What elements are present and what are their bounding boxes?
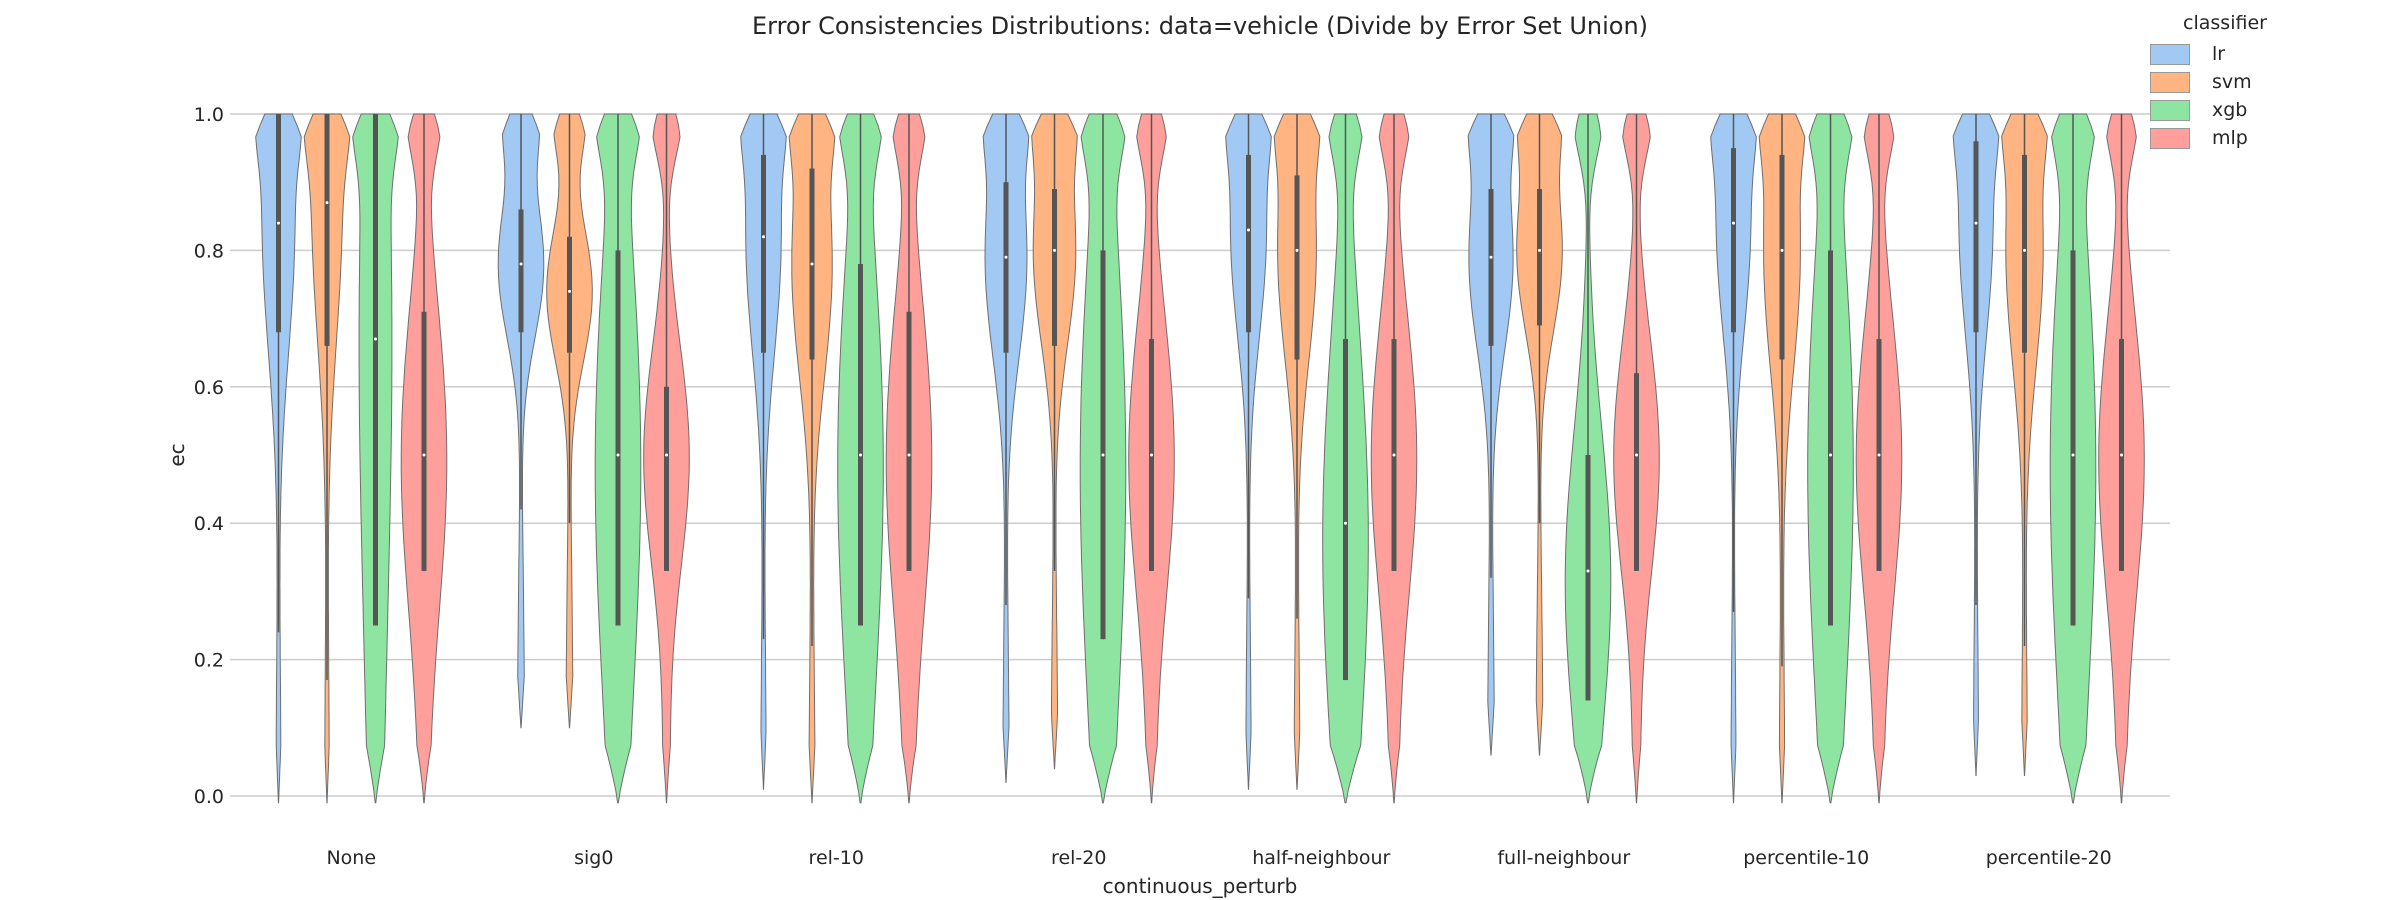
violin-iqr [373,114,378,626]
legend-label: xgb [2212,99,2248,121]
violin-iqr [1294,175,1300,360]
violin-median [1150,453,1153,457]
violin-median [907,453,911,457]
violin-median [616,453,620,457]
x-tick-label: full-neighbour [1497,847,1630,869]
legend-items: lr svm xgb mlp [2150,40,2300,152]
violin-median [665,453,668,457]
x-tick-label: percentile-10 [1743,847,1869,869]
y-tick-label: 0.2 [194,650,224,672]
violin-iqr [1828,250,1833,626]
legend-item-xgb: xgb [2150,96,2300,124]
x-tick-label: half-neighbour [1252,847,1390,869]
violin-median [2071,453,2075,457]
x-tick-label: percentile-20 [1986,847,2112,869]
violin-median [1392,453,1396,457]
x-tick-label: rel-20 [1051,847,1106,869]
violin-median [277,221,280,225]
violin-iqr [1003,182,1009,353]
legend-label: lr [2212,43,2226,65]
gridlines [230,113,2170,797]
x-axis-label: continuous_perturb [1103,874,1298,898]
violin-iqr [518,209,524,333]
violins [255,113,2145,804]
violin-median [568,289,571,293]
y-tick-label: 0.0 [194,786,224,808]
y-tick-label: 0.6 [194,377,224,399]
legend-item-lr: lr [2150,40,2300,68]
violin-iqr [1585,455,1591,701]
violin-median [810,262,814,266]
violin-iqr [1246,154,1251,333]
violin-iqr [1537,189,1542,326]
x-tick-label: None [326,847,376,869]
violin-iqr [1488,189,1494,346]
y-tick-label: 0.8 [194,240,224,262]
legend-swatch [2150,127,2190,149]
y-tick-label: 1.0 [194,104,224,126]
x-axis-ticks: None sig0 rel-10 rel-20 half-neighbour full-n… [326,847,2111,869]
violin-median [519,262,523,266]
violin-median [1829,453,1832,457]
legend-swatch [2150,71,2190,93]
violin-median [1295,248,1299,252]
chart-title: Error Consistencies Distributions: data=… [751,12,1649,40]
legend: classifier lr svm xgb mlp [2150,12,2300,152]
legend-title: classifier [2183,12,2267,34]
violin-iqr [761,154,766,353]
legend-swatch [2150,99,2190,121]
legend-item-mlp: mlp [2150,124,2300,152]
violin-median [422,453,426,457]
x-tick-label: sig0 [574,847,613,869]
violin-median [1247,228,1250,232]
y-axis-label: ec [165,443,189,466]
x-tick-label: rel-10 [809,847,864,869]
violin-iqr [1779,154,1785,360]
violin-iqr [1973,141,1979,333]
violin-median [325,201,329,205]
legend-item-svm: svm [2150,68,2300,96]
violin-median [1635,453,1638,457]
legend-swatch [2150,43,2190,65]
violin-median [2023,248,2026,252]
y-axis-ticks: 0.0 0.2 0.4 0.6 0.8 1.0 [194,104,224,808]
violin-median [1586,569,1590,573]
violin-median [374,337,377,341]
violin-iqr [1343,339,1348,681]
violin-iqr [1731,148,1736,333]
violin-median [1974,221,1978,225]
violin-iqr [615,250,621,626]
violin-iqr [906,311,912,571]
violin-iqr [324,114,330,346]
violin-median [1004,255,1008,259]
violin-iqr [664,386,669,571]
y-tick-label: 0.4 [194,513,224,535]
violin-iqr [1100,250,1106,640]
legend-label: mlp [2212,127,2248,149]
violin-iqr [2022,154,2027,353]
violin-iqr [1052,189,1057,346]
violin-iqr [1634,373,1639,571]
violin-iqr [858,264,863,626]
violin-median [1344,521,1347,525]
violin-median [1489,255,1493,259]
violin-median [1053,248,1056,252]
violin-median [1780,248,1784,252]
violin-median [762,235,765,239]
violin-median [2120,453,2123,457]
violin-median [1538,248,1541,252]
violin-median [1877,453,1881,457]
violin-iqr [2070,250,2076,626]
violin-iqr [567,236,572,353]
violin-iqr [421,311,427,571]
violin-median [1101,453,1105,457]
violin-median [1732,221,1735,225]
violin-median [859,453,862,457]
legend-label: svm [2212,71,2252,93]
